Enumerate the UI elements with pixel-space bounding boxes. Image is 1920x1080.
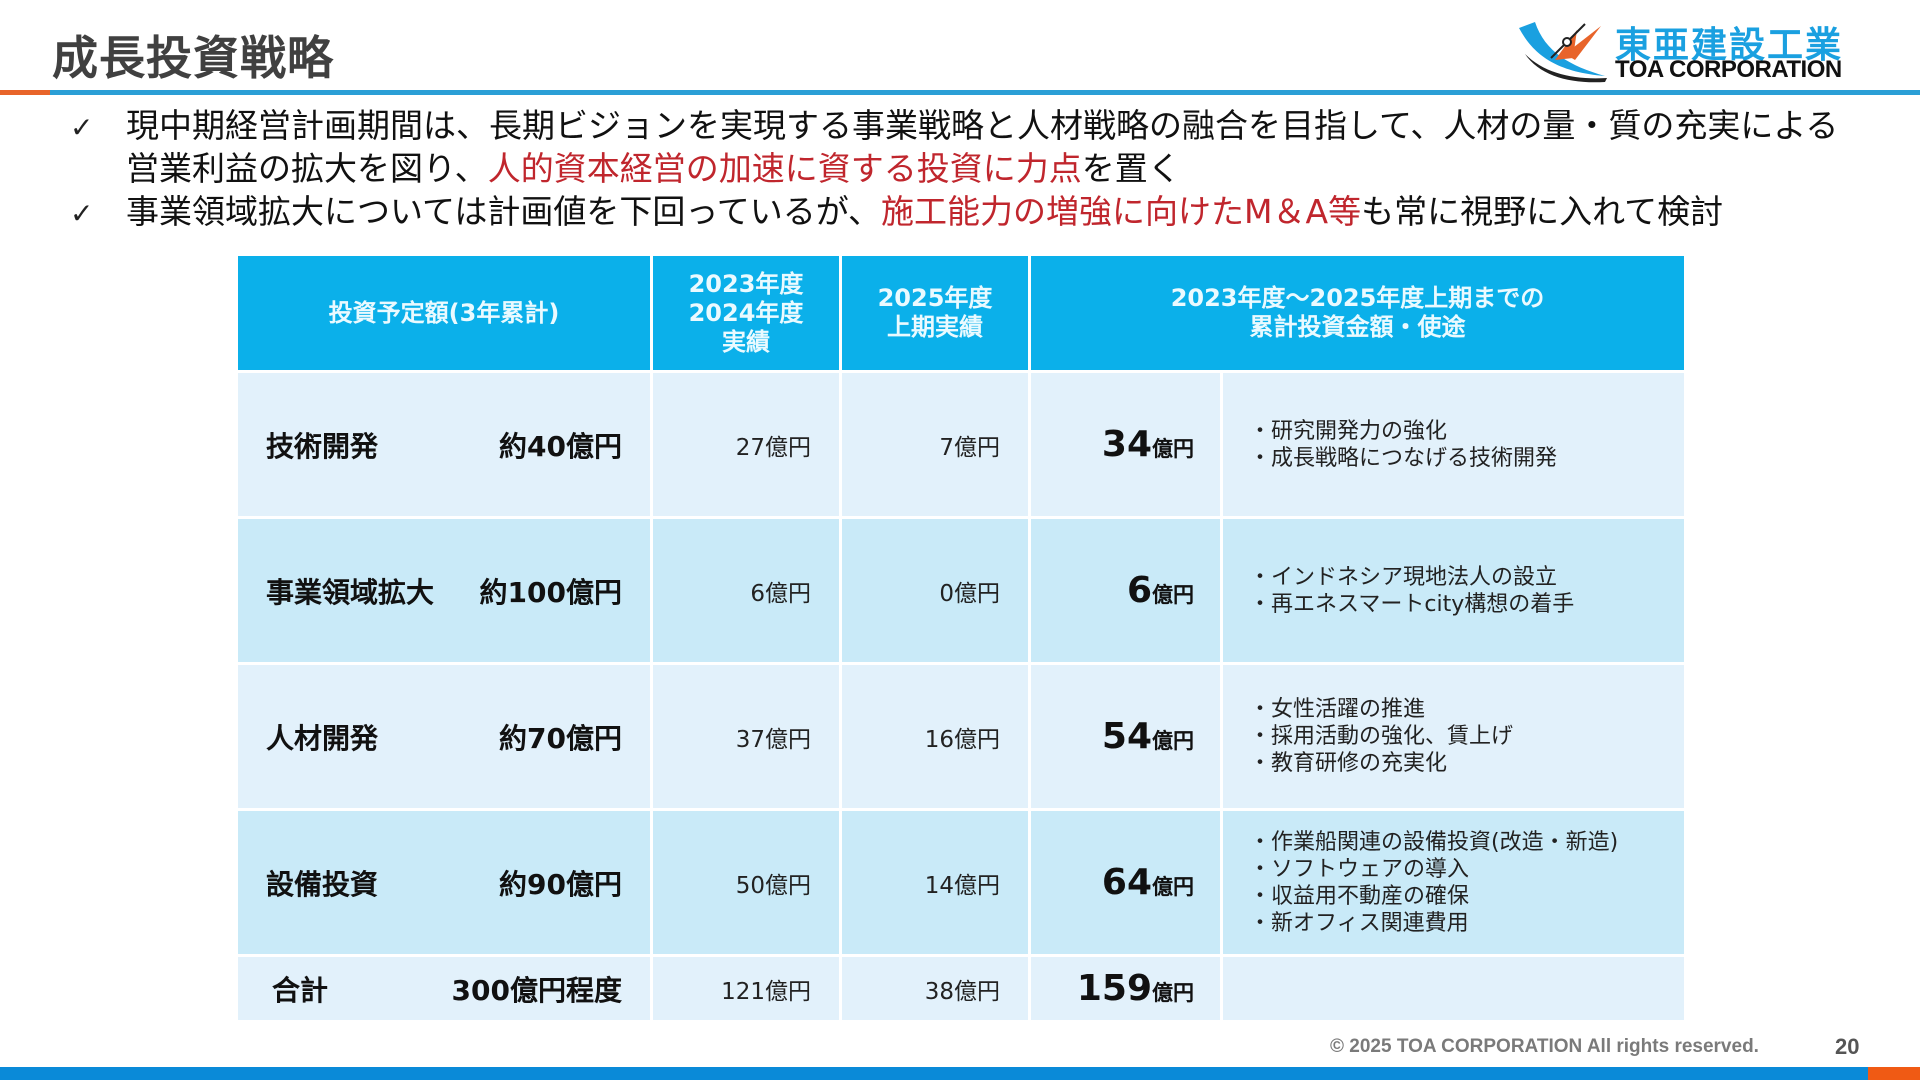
header-planned: 投資予定額(3年累計) — [238, 256, 650, 370]
logo-name-en: TOA CORPORATION — [1615, 56, 1842, 83]
bullet-text: 事業領域拡大については計画値を下回っているが、施工能力の増強に向けたM＆A等も常… — [126, 192, 1724, 231]
bullet-item: ✓ 現中期経営計画期間は、長期ビジョンを実現する事業戦略と人材戦略の融合を目指し… — [70, 104, 1870, 190]
table-total-row: 合計 300億円程度 121億円 38億円 159億円 — [238, 957, 1684, 1020]
fy2023-2024-cell: 50億円 — [653, 811, 839, 954]
fy2023-2024-cell: 37億円 — [653, 665, 839, 808]
check-icon: ✓ — [70, 111, 94, 144]
copyright-text: © 2025 TOA CORPORATION All rights reserv… — [1330, 1036, 1759, 1057]
fy2023-2024-cell: 6億円 — [653, 519, 839, 662]
highlight-text: 施工能力の増強に向けたM＆A等 — [881, 192, 1362, 231]
total-uses-cell — [1223, 957, 1684, 1020]
total-fy2023-2024-cell: 121億円 — [653, 957, 839, 1020]
fy2025-h1-cell: 14億円 — [842, 811, 1028, 954]
fy2025-h1-cell: 16億円 — [842, 665, 1028, 808]
header-fy2023-2024: 2023年度 2024年度 実績 — [653, 256, 839, 370]
uses-cell: 女性活躍の推進採用活動の強化、賃上げ教育研修の充実化 — [1223, 665, 1684, 808]
header-fy2025-h1: 2025年度 上期実績 — [842, 256, 1028, 370]
cumulative-cell: 54億円 — [1031, 665, 1220, 808]
summary-bullets: ✓ 現中期経営計画期間は、長期ビジョンを実現する事業戦略と人材戦略の融合を目指し… — [70, 104, 1870, 235]
header-rule-orange — [0, 90, 50, 95]
cumulative-cell: 6億円 — [1031, 519, 1220, 662]
header-rule-blue — [50, 90, 1920, 95]
header-cumulative: 2023年度～2025年度上期までの 累計投資金額・使途 — [1031, 256, 1684, 370]
total-cumulative-cell: 159億円 — [1031, 957, 1220, 1020]
cumulative-cell: 34億円 — [1031, 373, 1220, 516]
check-icon: ✓ — [70, 197, 94, 230]
cumulative-cell: 64億円 — [1031, 811, 1220, 954]
footer-bar-orange — [1868, 1067, 1920, 1080]
category-cell: 事業領域拡大 約100億円 — [238, 519, 650, 662]
footer-bar-blue — [0, 1067, 1868, 1080]
uses-cell: インドネシア現地法人の設立再エネスマートcity構想の着手 — [1223, 519, 1684, 662]
total-fy2025-h1-cell: 38億円 — [842, 957, 1028, 1020]
highlight-text: 人的資本経営の加速に資する投資に力点 — [487, 149, 1082, 188]
page-number: 20 — [1835, 1034, 1860, 1059]
table-header-row: 投資予定額(3年累計) 2023年度 2024年度 実績 2025年度 上期実績 20… — [238, 256, 1684, 370]
company-logo: 東亜建設工業 TOA CORPORATION — [1515, 14, 1875, 86]
page-title: 成長投資戦略 — [52, 31, 334, 85]
bullet-item: ✓ 事業領域拡大については計画値を下回っているが、施工能力の増強に向けたM＆A等… — [70, 190, 1870, 235]
fy2025-h1-cell: 7億円 — [842, 373, 1028, 516]
logo-name-jp: 東亜建設工業 — [1615, 25, 1844, 66]
category-cell: 人材開発 約70億円 — [238, 665, 650, 808]
category-cell: 設備投資 約90億円 — [238, 811, 650, 954]
investment-table: 投資予定額(3年累計) 2023年度 2024年度 実績 2025年度 上期実績 20… — [235, 253, 1687, 1023]
uses-cell: 研究開発力の強化成長戦略につなげる技術開発 — [1223, 373, 1684, 516]
bullet-text: 現中期経営計画期間は、長期ビジョンを実現する事業戦略と人材戦略の融合を目指して、… — [126, 106, 1839, 188]
uses-cell: 作業船関連の設備投資(改造・新造)ソフトウェアの導入収益用不動産の確保新オフィス… — [1223, 811, 1684, 954]
fy2025-h1-cell: 0億円 — [842, 519, 1028, 662]
toa-logo-icon — [1519, 22, 1607, 83]
fy2023-2024-cell: 27億円 — [653, 373, 839, 516]
total-category-cell: 合計 300億円程度 — [238, 957, 650, 1020]
category-cell: 技術開発 約40億円 — [238, 373, 650, 516]
